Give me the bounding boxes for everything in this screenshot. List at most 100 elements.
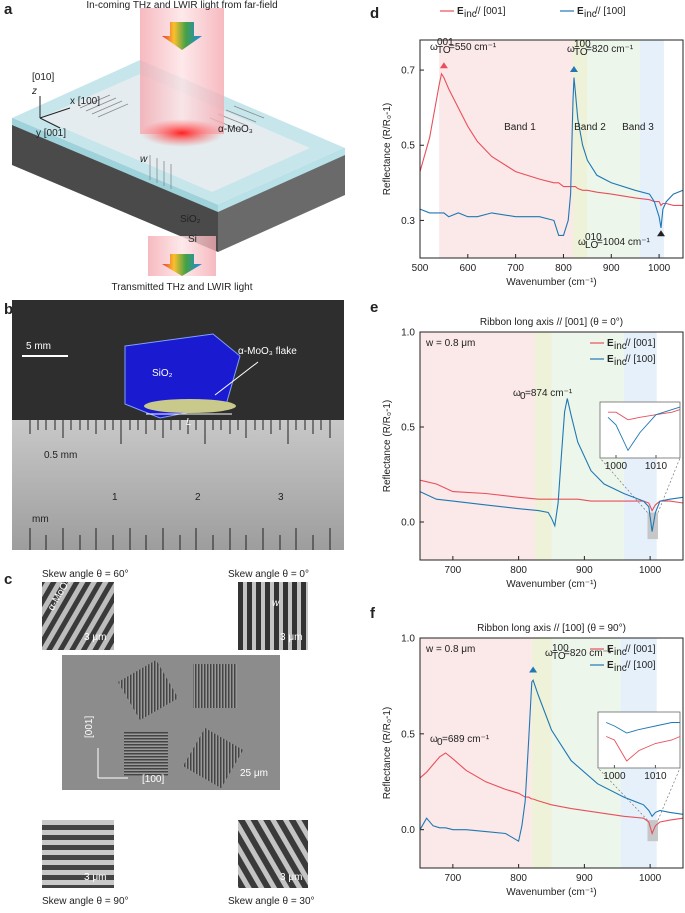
legend-label: E <box>607 354 614 365</box>
band-label: Band 3 <box>622 122 654 133</box>
annotation: =689 cm⁻¹ <box>442 734 490 745</box>
annotation: 100 <box>574 39 591 50</box>
band <box>420 638 532 868</box>
legend-label: inc <box>464 9 477 20</box>
grating <box>118 660 179 721</box>
series-line <box>419 77 684 236</box>
legend-label: inc <box>584 9 597 20</box>
width-label: w <box>140 154 148 165</box>
band <box>439 40 574 258</box>
grating <box>124 732 168 776</box>
y-tick-label: 0.3 <box>401 216 415 227</box>
band <box>573 40 588 258</box>
plot-frame <box>419 39 684 259</box>
x-tick-label: 1000 <box>639 873 662 884</box>
y-tick-label: 0.0 <box>401 825 415 836</box>
zoom-guide <box>599 457 648 513</box>
slab-side <box>218 148 345 252</box>
ruler <box>12 420 344 550</box>
inset-frame <box>599 401 681 459</box>
legend-label: E <box>577 6 584 17</box>
series-line <box>419 479 684 512</box>
annotation: ω <box>567 44 575 55</box>
note: w = 0.8 μm <box>425 644 475 655</box>
x-axis-label: Wavenumber (cm⁻¹) <box>506 579 596 590</box>
x-tick-label: 900 <box>576 873 593 884</box>
inset-tick-label: 1010 <box>645 461 668 472</box>
annotation: =874 cm⁻¹ <box>525 388 573 399</box>
legend-label: // [100] <box>625 660 656 671</box>
scale-label: 3 μm <box>84 872 106 883</box>
band <box>587 40 640 258</box>
sio2-edge <box>12 118 218 212</box>
annotation-marker <box>439 62 448 69</box>
x-tick-label: 900 <box>576 565 593 576</box>
ruler-number: 3 <box>278 492 284 503</box>
legend-label: // [001] <box>475 6 506 17</box>
scale-label: 25 μm <box>240 768 268 779</box>
legend-label: inc <box>614 357 627 368</box>
material-label: α-MoO₃ <box>218 124 253 135</box>
scale-label: 3 μm <box>280 872 302 883</box>
grating <box>183 728 244 789</box>
direction-arrows <box>97 748 128 779</box>
axes-glyph <box>39 96 71 129</box>
y-axis-label: Reflectance (R/R₀-1) <box>382 400 393 493</box>
annotation: 100 <box>552 643 569 654</box>
arrow <box>162 254 202 276</box>
x-tick-label: 700 <box>507 263 524 274</box>
inset-frame <box>597 711 681 769</box>
band <box>535 332 552 560</box>
annotation: ω <box>578 237 586 248</box>
y-axis-label: Reflectance (R/R₀-1) <box>382 103 393 196</box>
series-line <box>419 678 684 843</box>
inset-tick-label: 1000 <box>605 461 628 472</box>
panel-b: b 5 mm SiO₂ α-MoO₃ flake L 0.5 mm 1 2 3 … <box>4 300 344 550</box>
plot-frame <box>419 637 684 869</box>
scale-label: 3 μm <box>280 632 302 643</box>
inset-tick-label: 1000 <box>603 771 626 782</box>
y-tick-label: 0.5 <box>401 729 415 740</box>
y-tick-label: 0.7 <box>401 66 415 77</box>
skew-label: Skew angle θ = 60° <box>42 569 129 580</box>
length-label: L <box>186 417 192 428</box>
x-tick-label: 500 <box>412 263 429 274</box>
sem-image <box>238 582 308 650</box>
legend-label: E <box>607 644 614 655</box>
scale-label: 5 mm <box>26 341 51 352</box>
annotation: =1004 cm⁻¹ <box>597 237 650 248</box>
band <box>420 332 536 560</box>
panel-c: c Skew angle θ = 60° Skew angle θ = 0° α… <box>4 569 315 907</box>
annotation-marker <box>529 666 538 673</box>
slab-front <box>12 118 218 252</box>
skew-label: Skew angle θ = 0° <box>228 569 309 580</box>
annotation: =820 cm⁻¹ <box>564 648 612 659</box>
annotation: =550 cm⁻¹ <box>449 42 497 53</box>
legend-label: E <box>607 338 614 349</box>
note: w = 0.8 μm <box>425 338 475 349</box>
annotation-marker <box>569 65 578 72</box>
x-axis-label: Wavenumber (cm⁻¹) <box>506 887 596 898</box>
panel-label: d <box>370 5 379 22</box>
annotation: ω <box>513 388 521 399</box>
arrow <box>162 22 202 50</box>
annotation: 0 <box>437 737 443 748</box>
inset-line <box>607 406 681 452</box>
plot-frame <box>419 331 684 561</box>
legend-label: inc <box>614 663 627 674</box>
band <box>531 638 552 868</box>
annotation: TO <box>437 45 451 56</box>
legend-label: // [100] <box>625 354 656 365</box>
x-tick-label: 1000 <box>648 263 671 274</box>
legend-label: inc <box>614 341 627 352</box>
axis-label: x [100] <box>70 96 100 107</box>
x-tick-label: 600 <box>459 263 476 274</box>
axis-label: y [001] <box>36 128 66 139</box>
panel-label: c <box>4 571 12 588</box>
annotation: 001 <box>437 37 454 48</box>
annotation: TO <box>552 651 566 662</box>
panel-label: f <box>370 605 376 622</box>
beam-spot <box>140 119 224 147</box>
skew-label: Skew angle θ = 30° <box>228 896 315 907</box>
x-tick-label: 800 <box>510 565 527 576</box>
